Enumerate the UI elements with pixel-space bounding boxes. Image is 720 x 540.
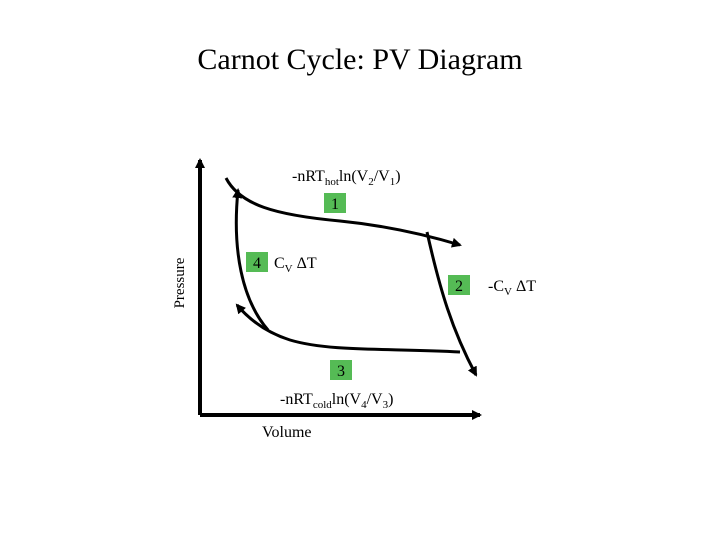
- hot-isotherm-work-label: -nRThotln(V2/V1): [292, 168, 401, 188]
- cold-isotherm-work-label: -nRTcoldln(V4/V3): [280, 391, 393, 411]
- svg-text:3: 3: [337, 363, 345, 380]
- adiabat-compression-curve: [232, 188, 270, 331]
- slide-title: Carnot Cycle: PV Diagram: [197, 43, 523, 76]
- state-1-label: 1: [324, 193, 346, 213]
- state-3-label: 3: [330, 360, 352, 380]
- isotherm-cold-curve: [235, 303, 461, 354]
- svg-text:4: 4: [253, 255, 261, 272]
- svg-text:1: 1: [331, 196, 339, 213]
- left-adiabat-label: CV ΔT: [274, 255, 317, 275]
- x-axis-label: Volume: [262, 424, 311, 441]
- state-2-label: 2: [448, 275, 470, 295]
- adiabat-expansion-curve: [425, 231, 478, 377]
- y-axis-label: Pressure: [172, 257, 188, 308]
- state-4-label: 4: [246, 252, 268, 272]
- svg-text:2: 2: [455, 278, 463, 295]
- right-adiabat-label: -CV ΔT: [488, 278, 536, 298]
- isotherm-hot-curve: [224, 177, 462, 248]
